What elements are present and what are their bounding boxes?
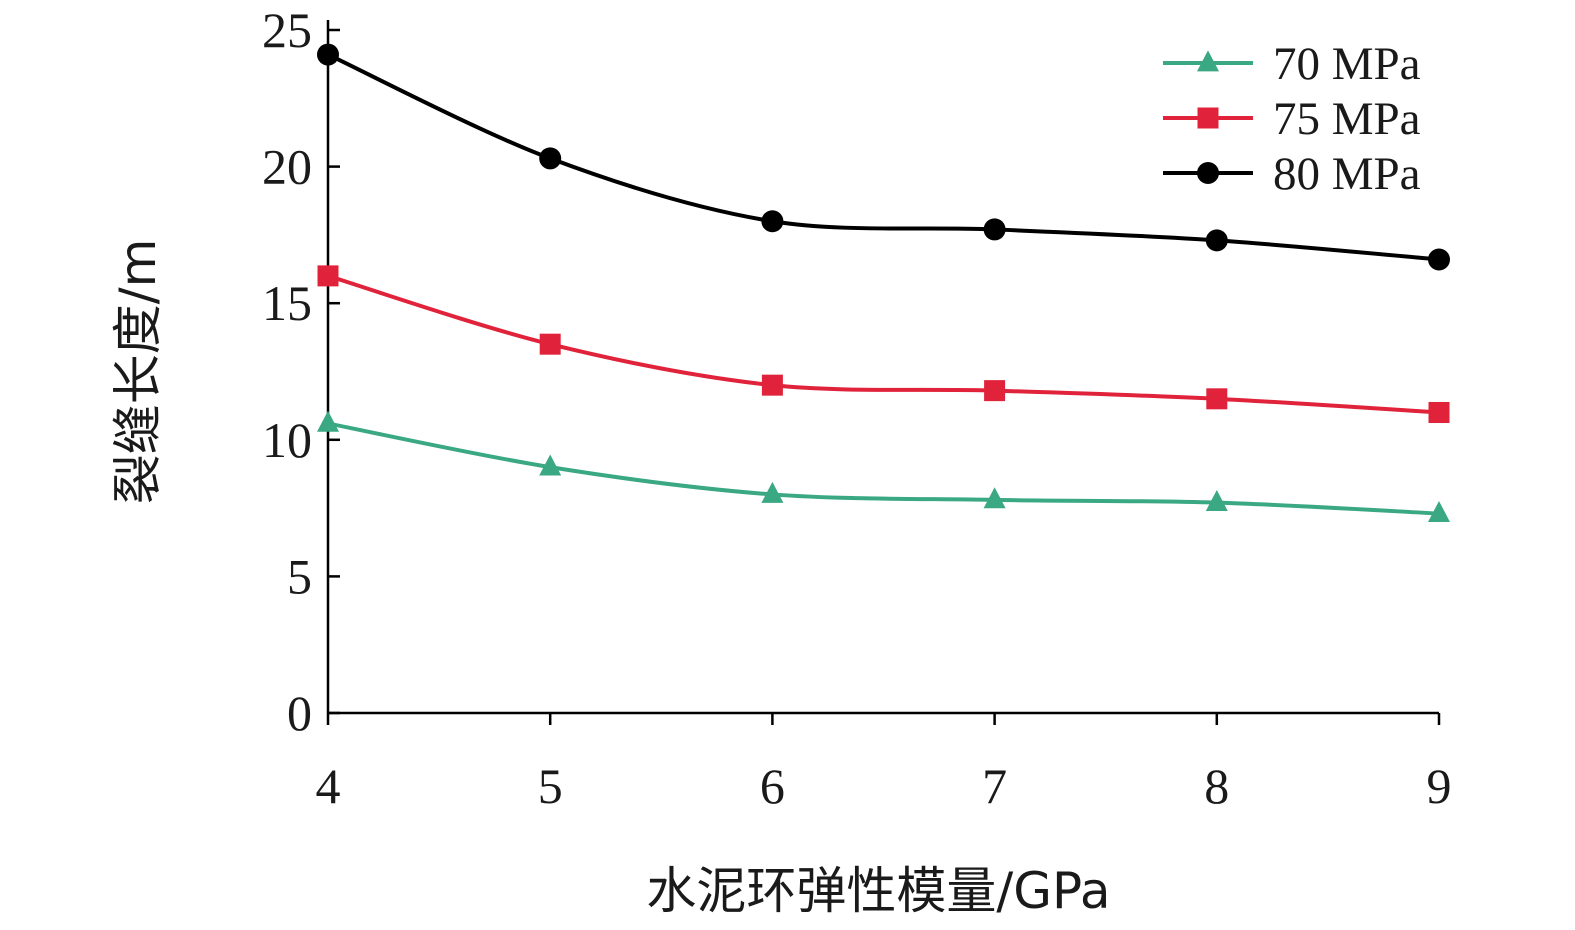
series-line <box>326 421 1441 516</box>
x-axis-ticks: 4 5 6 7 8 9 <box>316 713 1452 814</box>
legend-marker <box>1197 50 1219 72</box>
series-line <box>326 273 1441 415</box>
x-tick-label: 7 <box>982 758 1007 814</box>
x-tick-label: 6 <box>760 758 785 814</box>
y-axis-ticks: 0 5 10 15 20 25 <box>262 2 340 741</box>
y-tick-label: 5 <box>287 548 312 604</box>
y-tick-label: 20 <box>262 139 312 195</box>
series <box>317 265 1450 423</box>
series-group <box>317 43 1450 522</box>
data-point <box>984 380 1006 402</box>
data-point <box>983 487 1006 509</box>
x-tick-label: 5 <box>538 758 563 814</box>
data-point <box>1428 401 1450 423</box>
series <box>317 43 1450 271</box>
y-tick-label: 10 <box>262 412 312 468</box>
data-point <box>761 210 784 233</box>
data-point <box>983 218 1006 241</box>
data-point <box>1205 490 1228 512</box>
data-point <box>539 147 562 170</box>
data-point <box>1206 388 1228 410</box>
legend-marker <box>1197 162 1219 184</box>
y-tick-label: 15 <box>262 275 312 331</box>
data-point <box>1205 229 1228 252</box>
legend-label: 70 MPa <box>1273 38 1421 90</box>
data-point <box>1428 500 1450 522</box>
y-axis-title: 裂缝长度/m <box>109 239 167 505</box>
data-point <box>539 454 562 476</box>
legend-item: 75 MPa <box>1163 93 1421 145</box>
data-point <box>1428 248 1450 271</box>
x-axis-title: 水泥环弹性模量/GPa <box>646 862 1110 920</box>
data-point <box>317 265 339 287</box>
y-tick-label: 0 <box>287 685 312 741</box>
legend-label: 80 MPa <box>1273 148 1421 200</box>
y-tick-label: 25 <box>262 2 312 58</box>
x-tick-label: 9 <box>1427 758 1452 814</box>
legend-item: 70 MPa <box>1163 38 1421 90</box>
series <box>317 410 1450 522</box>
data-point <box>761 374 783 396</box>
series-line <box>326 52 1441 262</box>
data-point <box>761 481 784 503</box>
x-tick-label: 4 <box>316 758 341 814</box>
x-tick-label: 8 <box>1204 758 1229 814</box>
legend-label: 75 MPa <box>1273 93 1421 145</box>
legend-item: 80 MPa <box>1163 148 1421 200</box>
data-point <box>317 43 339 66</box>
axes <box>326 20 1439 715</box>
data-point <box>539 333 561 355</box>
data-point <box>317 410 339 432</box>
legend-marker <box>1197 107 1219 129</box>
